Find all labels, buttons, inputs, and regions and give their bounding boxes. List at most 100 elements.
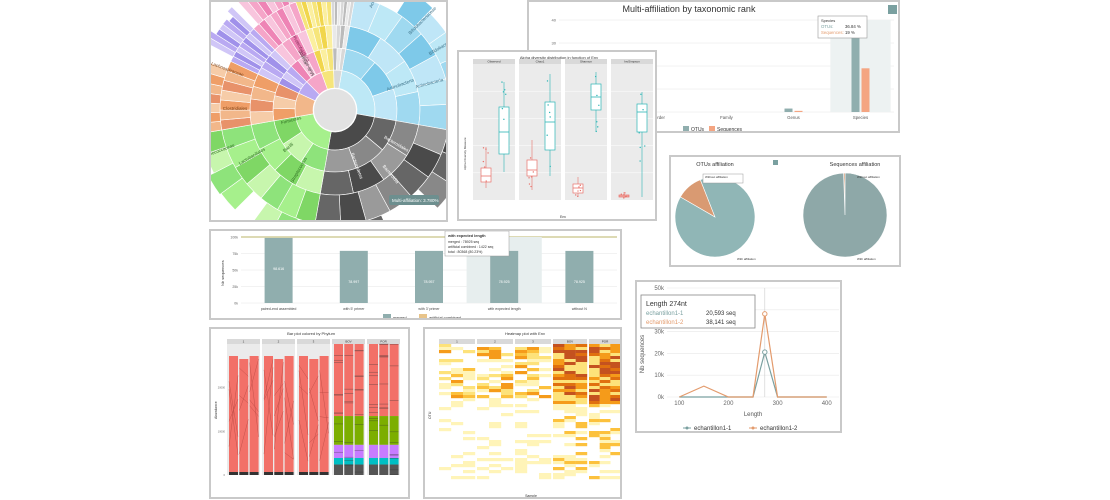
- facet-strip: [565, 59, 607, 64]
- heatmap-cell: [610, 401, 620, 405]
- pie-label: With affiliation: [737, 257, 756, 261]
- heatmap-cell: [599, 410, 611, 414]
- pie-label: Without affiliation: [857, 175, 880, 179]
- legend-label[interactable]: Sequences: [717, 127, 743, 133]
- heatmap-cell: [515, 470, 528, 474]
- heatmap-cell: [564, 458, 576, 462]
- heatmap-cell: [439, 377, 452, 381]
- heatmap-cell: [463, 470, 476, 474]
- heatmap-cell: [501, 359, 514, 363]
- heatmap-cell: [553, 383, 565, 387]
- heatmap-cell: [599, 362, 611, 366]
- y-tick-label: 20k: [654, 351, 665, 357]
- heatmap-cell: [451, 464, 464, 468]
- stack-divider: [228, 389, 239, 455]
- heatmap-cell: [515, 410, 528, 414]
- heatmap-cell: [553, 401, 565, 405]
- heatmap-cell: [610, 362, 620, 366]
- heatmap-cell: [463, 464, 476, 468]
- heatmap-cell: [451, 395, 464, 399]
- stack-segment: [344, 416, 354, 445]
- pie-label: With affiliation: [857, 257, 876, 261]
- heatmap-cell: [489, 353, 502, 357]
- heatmap-cell: [589, 419, 600, 423]
- alpha-diversity-chart: Alpha diversity distribution in function…: [463, 55, 653, 219]
- heatmap-cell: [575, 437, 588, 441]
- heatmap-cell: [463, 386, 476, 390]
- download-button[interactable]: [773, 160, 778, 165]
- stack-divider: [239, 419, 249, 454]
- heatmap-cell: [599, 350, 611, 354]
- phylum-bar-panel: Bar plot colored by Phylum Abundance 1 2 3…: [209, 327, 410, 499]
- legend-label[interactable]: echantillon1-2: [760, 426, 798, 432]
- series-line: [679, 313, 827, 398]
- y-axis: 0 10000 20000: [218, 386, 226, 477]
- heatmap-cell: [589, 431, 600, 435]
- sunburst-chart[interactable]: Multi-affiliationAcinetobacterBifidobact…: [211, 2, 448, 222]
- tooltip: Species OTUs: 36.84 % Sequences: 19 %: [817, 15, 868, 39]
- stack-segment: [284, 472, 294, 475]
- stack-segment: [369, 464, 378, 475]
- sunburst-segment: [211, 63, 228, 79]
- y-tick-label: 30: [552, 41, 557, 46]
- facet-strip: [367, 339, 400, 344]
- sunburst-segment: [395, 91, 421, 126]
- stack-divider: [298, 370, 309, 435]
- tooltip-seqs-value: 19 %: [845, 30, 855, 35]
- heatmap-cell: [501, 395, 514, 399]
- heatmap-cell: [553, 425, 565, 429]
- heatmap-cell: [553, 467, 565, 471]
- y-tick-label: 100k: [230, 235, 238, 239]
- heatmap-cell: [564, 368, 576, 372]
- tooltip-merged: merged : 78925 seq: [448, 240, 479, 244]
- heatmap-cell: [599, 386, 611, 390]
- x-tick-label: 300: [773, 401, 784, 407]
- heatmap-cell: [610, 389, 620, 393]
- heatmap-cell: [527, 362, 540, 366]
- heatmap-cell: [553, 461, 565, 465]
- heatmap-cell: [501, 383, 514, 387]
- stack-segment: [379, 457, 389, 465]
- heatmap-cell: [439, 467, 452, 471]
- stack-segment: [354, 457, 364, 465]
- heatmap-cell: [527, 377, 540, 381]
- legend-label[interactable]: OTUs: [691, 127, 705, 133]
- heatmap-cell: [599, 449, 611, 453]
- legend-label[interactable]: echantillon1-1: [694, 426, 732, 432]
- stack-divider: [239, 395, 249, 404]
- stack-divider: [228, 381, 239, 437]
- data-label: 78.957: [424, 280, 435, 284]
- heatmap-cell: [489, 422, 502, 426]
- download-button[interactable]: [888, 5, 897, 14]
- heatmap-cell: [553, 359, 565, 363]
- stack-segment: [344, 344, 354, 417]
- chart-title: Multi-affiliation by taxonomic rank: [623, 4, 756, 14]
- heatmap-cell: [575, 353, 588, 357]
- point: [595, 130, 597, 133]
- heatmap-cell: [599, 356, 611, 360]
- heatmap-panel: Heatmap plot with Env OTU Sample 1 2 3 BOV P…: [423, 327, 622, 499]
- heatmap-cell: [553, 392, 565, 396]
- heatmap-cell: [515, 422, 528, 426]
- heatmap-cell: [451, 371, 464, 375]
- stack-divider: [239, 367, 249, 377]
- facet-strip: [589, 339, 620, 344]
- sunburst-panel: Multi-affiliationAcinetobacterBifidobact…: [209, 0, 448, 222]
- heatmap-cell: [564, 398, 576, 402]
- heatmap-cell: [575, 398, 588, 402]
- heatmap-cell: [610, 386, 620, 390]
- legend-marker: [685, 426, 689, 430]
- legend-label[interactable]: merged: [393, 315, 407, 320]
- stack-divider: [319, 370, 329, 434]
- heatmap-cell: [451, 359, 464, 363]
- facet-strip: [553, 339, 587, 344]
- legend-label[interactable]: artificial combined: [429, 315, 461, 320]
- heatmap-cell: [477, 383, 490, 387]
- box: [572, 183, 584, 194]
- bar: [861, 68, 870, 112]
- heatmap-cell: [564, 350, 576, 354]
- point: [579, 189, 582, 192]
- heatmap-cell: [599, 347, 611, 351]
- heatmap-cell: [527, 383, 540, 387]
- point: [528, 177, 530, 179]
